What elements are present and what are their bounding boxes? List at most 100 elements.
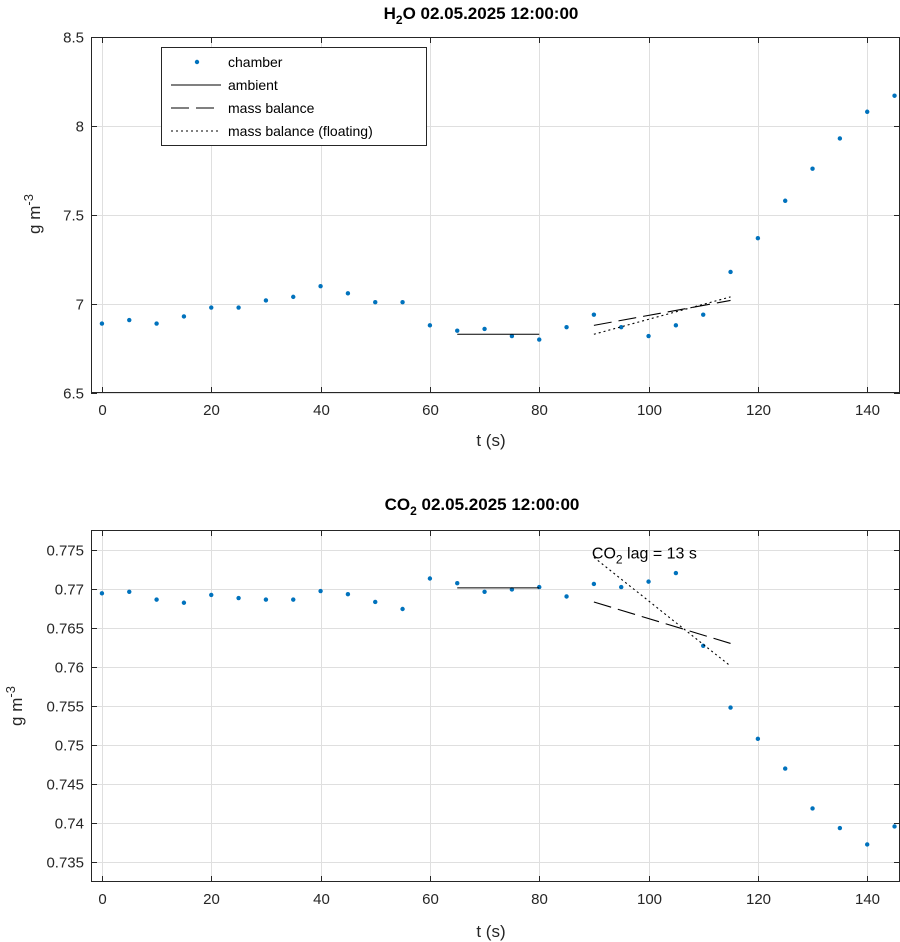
x-tick-label: 20	[203, 891, 220, 908]
chamber-point	[619, 324, 624, 330]
legend-label: chamber	[228, 54, 283, 70]
chamber-point	[783, 198, 788, 203]
chamber-point	[263, 597, 269, 602]
dotted-line-mass-balance-floating-	[593, 296, 731, 335]
chamber-point	[591, 312, 597, 317]
co2-ticks: 0 20 40 60 80 100 120 140 0.735 0.74 0.745 0.75 0.75…	[46, 530, 900, 908]
y-tick-label: 0.755	[46, 699, 84, 716]
chamber-point	[209, 305, 214, 310]
chamber-point	[209, 592, 214, 598]
chamber-point	[400, 300, 405, 305]
chamber-point	[673, 570, 679, 576]
chamber-point	[427, 323, 433, 328]
chamber-point	[837, 136, 843, 141]
legend-label: ambient	[228, 77, 278, 93]
chamber-point	[537, 584, 542, 590]
x-tick-label: 100	[637, 891, 662, 908]
chamber-point	[837, 825, 843, 831]
h2o-ticks: 0 20 40 60 80 100 120 140 6.5 7 7.5 8 8.5	[63, 30, 900, 419]
chamber-point	[537, 337, 542, 342]
y-tick-label: 6.5	[63, 386, 84, 403]
y-tick-label: 8.5	[63, 30, 84, 47]
chamber-point	[728, 705, 733, 710]
chamber-point	[455, 328, 460, 333]
chamber-point	[291, 597, 296, 602]
chamber-point	[236, 595, 241, 601]
co2-title: CO2 02.05.2025 12:00:00	[385, 495, 580, 518]
chamber-point	[755, 736, 761, 742]
chamber-point	[154, 597, 159, 602]
chamber-point	[291, 294, 296, 300]
chamber-point	[673, 323, 679, 328]
chamber-point	[619, 584, 624, 590]
x-tick-label: 0	[98, 402, 106, 419]
chamber-point	[865, 109, 870, 114]
chamber-point	[892, 824, 897, 829]
co2-panel: CO2 02.05.2025 12:00:00 0 20 40 60 80 100 120 1…	[3, 495, 900, 941]
x-tick-label: 40	[313, 402, 330, 419]
h2o-xlabel: t (s)	[476, 431, 505, 450]
chamber-point	[482, 326, 487, 332]
chamber-point	[783, 766, 788, 771]
co2-series	[99, 556, 897, 847]
x-tick-label: 100	[637, 402, 662, 419]
chamber-point	[865, 842, 870, 847]
chamber-point	[482, 589, 487, 594]
co2-xlabel: t (s)	[476, 922, 505, 941]
chamber-point	[373, 300, 378, 305]
chamber-point	[810, 806, 815, 811]
y-tick-label: 0.77	[55, 582, 84, 599]
co2-lag-annotation: CO2 lag = 13 s	[592, 545, 697, 566]
chamber-point	[455, 580, 460, 586]
chamber-point	[509, 333, 515, 339]
chamber-point	[345, 591, 351, 597]
x-tick-label: 120	[746, 891, 771, 908]
x-tick-label: 40	[313, 891, 330, 908]
x-tick-label: 80	[531, 402, 548, 419]
chamber-point	[318, 588, 323, 594]
dotted-line-mass-balance-floating-	[593, 556, 731, 667]
y-tick-label: 0.735	[46, 855, 84, 872]
legend-marker	[194, 59, 200, 65]
y-tick-label: 0.74	[55, 816, 84, 833]
h2o-panel: H2O 02.05.2025 12:00:00 0 20 40 60 80 100 120 1…	[21, 4, 900, 450]
y-tick-label: 0.76	[55, 660, 84, 677]
chamber-point	[236, 305, 241, 310]
chamber-point	[646, 333, 651, 339]
chamber-point	[810, 166, 815, 171]
chamber-point	[154, 321, 159, 326]
legend-label: mass balance (floating)	[228, 123, 373, 139]
co2-ylabel: g m-3	[3, 686, 26, 726]
chamber-point	[591, 581, 597, 587]
h2o-legend: chamber ambient mass balance mass balance (…	[161, 47, 427, 146]
chamber-point	[127, 589, 132, 594]
x-tick-label: 60	[422, 891, 439, 908]
dashed-line-mass-balance	[593, 299, 731, 326]
chamber-point	[892, 93, 897, 98]
x-tick-label: 0	[98, 891, 106, 908]
y-tick-label: 7	[76, 297, 84, 314]
co2-grid	[91, 530, 900, 882]
chamber-point	[755, 235, 761, 241]
x-tick-label: 60	[422, 402, 439, 419]
chamber-point	[318, 284, 323, 289]
legend-label: mass balance	[228, 100, 315, 116]
chamber-point	[345, 291, 351, 296]
y-tick-label: 0.75	[55, 738, 84, 755]
chamber-point	[181, 600, 187, 605]
x-tick-label: 140	[855, 891, 880, 908]
chamber-point	[728, 269, 733, 275]
chamber-point	[646, 579, 651, 584]
x-tick-label: 20	[203, 402, 220, 419]
chamber-point	[427, 576, 433, 581]
chamber-point	[373, 599, 378, 605]
chamber-point	[127, 317, 132, 323]
chamber-point	[400, 606, 405, 612]
chamber-point	[181, 314, 187, 319]
chamber-point	[564, 324, 569, 330]
y-tick-label: 0.775	[46, 543, 84, 560]
chamber-point	[263, 298, 269, 303]
x-tick-label: 120	[746, 402, 771, 419]
h2o-title: H2O 02.05.2025 12:00:00	[384, 4, 579, 27]
chamber-point	[99, 321, 105, 326]
